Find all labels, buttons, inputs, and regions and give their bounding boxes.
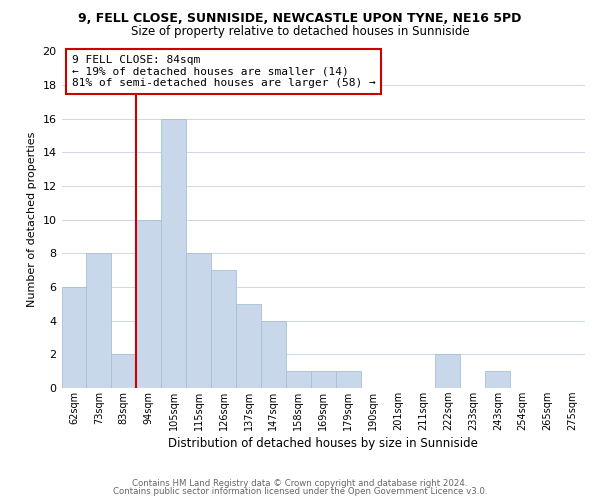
Y-axis label: Number of detached properties: Number of detached properties — [27, 132, 37, 308]
Text: Size of property relative to detached houses in Sunniside: Size of property relative to detached ho… — [131, 25, 469, 38]
Bar — [336, 371, 361, 388]
Text: 9 FELL CLOSE: 84sqm
← 19% of detached houses are smaller (14)
81% of semi-detach: 9 FELL CLOSE: 84sqm ← 19% of detached ho… — [72, 55, 376, 88]
Bar — [112, 354, 136, 388]
Bar — [211, 270, 236, 388]
Text: Contains HM Land Registry data © Crown copyright and database right 2024.: Contains HM Land Registry data © Crown c… — [132, 478, 468, 488]
Bar — [186, 254, 211, 388]
X-axis label: Distribution of detached houses by size in Sunniside: Distribution of detached houses by size … — [169, 437, 478, 450]
Text: Contains public sector information licensed under the Open Government Licence v3: Contains public sector information licen… — [113, 487, 487, 496]
Bar — [436, 354, 460, 388]
Bar — [286, 371, 311, 388]
Bar — [161, 119, 186, 388]
Bar — [86, 254, 112, 388]
Bar — [261, 320, 286, 388]
Bar — [485, 371, 510, 388]
Bar — [136, 220, 161, 388]
Bar — [311, 371, 336, 388]
Bar — [236, 304, 261, 388]
Text: 9, FELL CLOSE, SUNNISIDE, NEWCASTLE UPON TYNE, NE16 5PD: 9, FELL CLOSE, SUNNISIDE, NEWCASTLE UPON… — [79, 12, 521, 26]
Bar — [62, 287, 86, 388]
